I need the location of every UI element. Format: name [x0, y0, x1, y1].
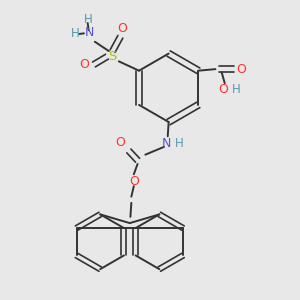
Text: O: O: [80, 58, 89, 71]
Text: N: N: [162, 137, 171, 150]
Text: N: N: [85, 26, 94, 39]
Text: H: H: [84, 14, 93, 26]
Text: H: H: [232, 83, 241, 97]
Text: H: H: [175, 137, 184, 150]
Text: O: O: [115, 136, 125, 149]
Text: S: S: [108, 50, 117, 63]
Text: H: H: [71, 27, 80, 40]
Text: O: O: [117, 22, 127, 35]
Text: O: O: [236, 63, 246, 76]
Text: O: O: [218, 83, 228, 97]
Text: O: O: [129, 175, 139, 188]
